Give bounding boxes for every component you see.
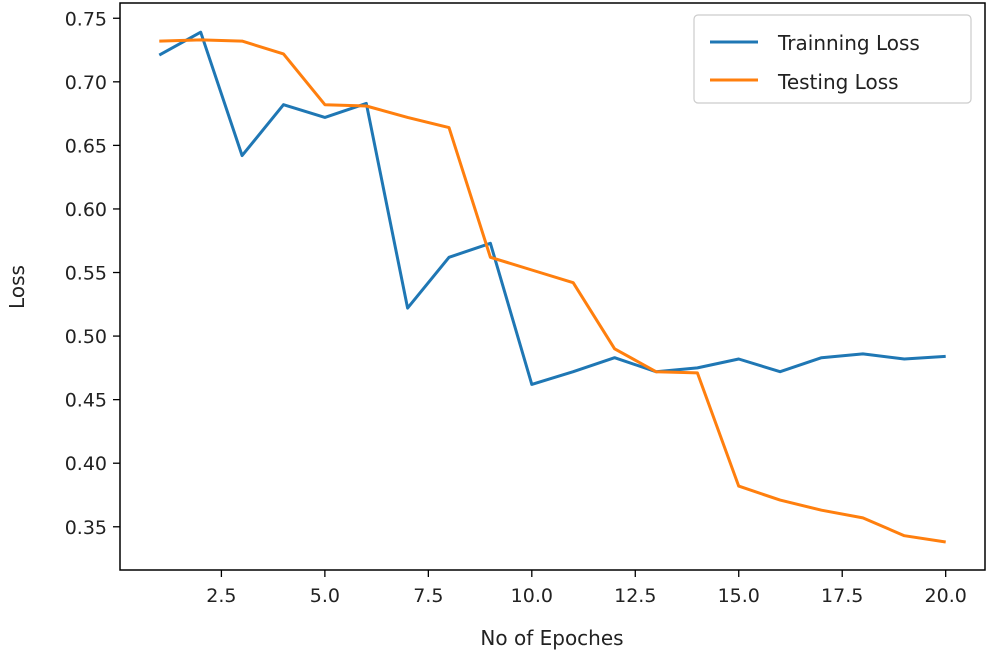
y-tick-label: 0.70 bbox=[65, 72, 107, 94]
y-tick-label: 0.75 bbox=[65, 8, 107, 30]
y-tick-label: 0.35 bbox=[65, 517, 107, 539]
y-axis-label: Loss bbox=[5, 265, 29, 309]
x-tick-label: 12.5 bbox=[614, 585, 656, 607]
x-axis-label: No of Epoches bbox=[480, 626, 623, 650]
axes-frame bbox=[119, 2, 986, 571]
y-tick-label: 0.65 bbox=[65, 135, 107, 157]
y-tick-label: 0.60 bbox=[65, 199, 107, 221]
legend: Trainning Loss Testing Loss bbox=[693, 14, 972, 104]
x-ticks: 2.5 5.0 7.5 10.0 12.5 15.0 17.5 20.0 bbox=[206, 570, 967, 607]
x-tick-label: 7.5 bbox=[413, 585, 443, 607]
x-tick-label: 2.5 bbox=[206, 585, 236, 607]
x-tick-label: 10.0 bbox=[511, 585, 553, 607]
series-line-training-loss bbox=[158, 30, 946, 386]
legend-label-testing: Testing Loss bbox=[777, 70, 899, 94]
y-ticks: 0.35 0.40 0.45 0.50 0.55 0.60 0.65 0.70 0.75 bbox=[65, 8, 120, 539]
y-tick-label: 0.50 bbox=[65, 326, 107, 348]
plot-lines bbox=[158, 30, 946, 544]
legend-box bbox=[693, 14, 972, 104]
x-tick-label: 20.0 bbox=[925, 585, 967, 607]
series-line-testing-loss bbox=[159, 38, 946, 544]
x-tick-label: 15.0 bbox=[718, 585, 760, 607]
y-tick-label: 0.40 bbox=[65, 453, 107, 475]
x-tick-label: 5.0 bbox=[310, 585, 340, 607]
legend-label-training: Trainning Loss bbox=[777, 31, 920, 55]
x-tick-label: 17.5 bbox=[821, 585, 863, 607]
y-tick-label: 0.55 bbox=[65, 263, 107, 285]
y-tick-label: 0.45 bbox=[65, 390, 107, 412]
